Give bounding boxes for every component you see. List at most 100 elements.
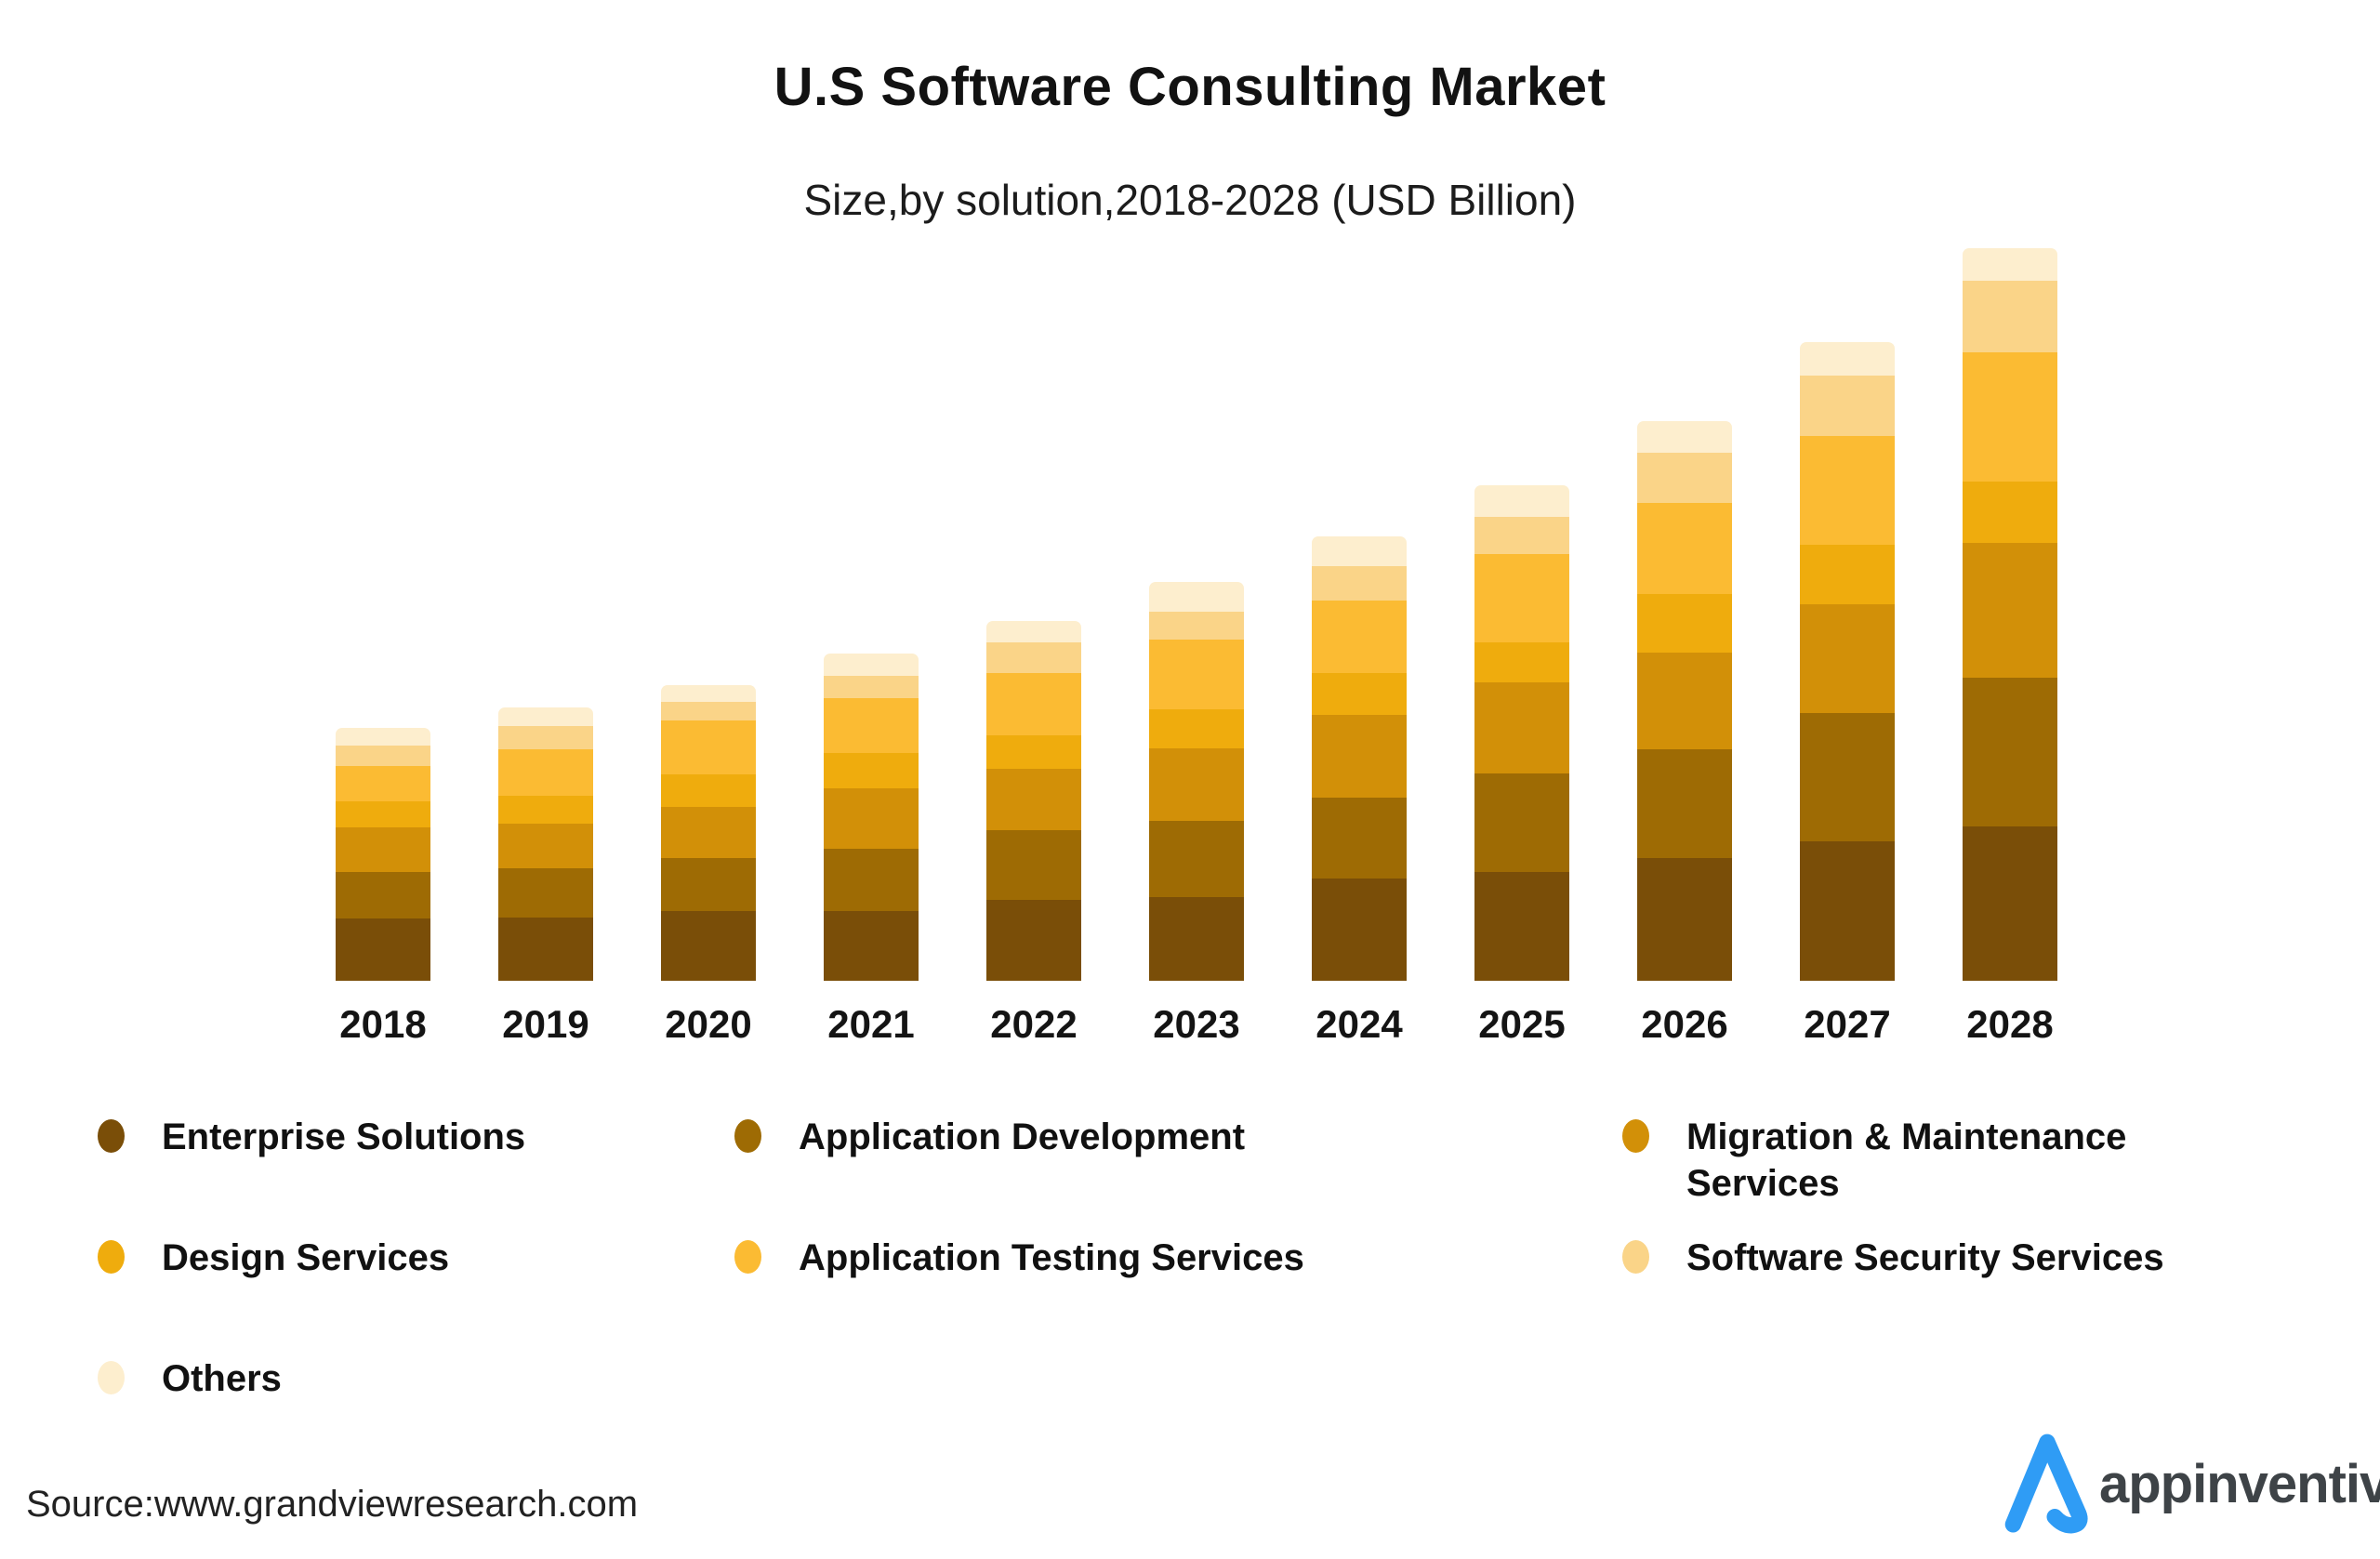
stacked-bar-2028[interactable] [1963, 248, 2057, 981]
stacked-bar-2025[interactable] [1474, 485, 1569, 981]
segment-migration-maintenance-services-2026[interactable] [1637, 653, 1732, 749]
segment-application-testing-services-2027[interactable] [1800, 436, 1895, 545]
segment-migration-maintenance-services-2022[interactable] [986, 769, 1081, 830]
segment-migration-maintenance-services-2025[interactable] [1474, 682, 1569, 773]
segment-migration-maintenance-services-2020[interactable] [661, 807, 756, 858]
segment-enterprise-solutions-2023[interactable] [1149, 897, 1244, 981]
segment-application-testing-services-2023[interactable] [1149, 640, 1244, 709]
segment-application-development-2025[interactable] [1474, 773, 1569, 872]
segment-application-testing-services-2018[interactable] [336, 766, 430, 801]
segment-enterprise-solutions-2026[interactable] [1637, 858, 1732, 981]
segment-migration-maintenance-services-2019[interactable] [498, 824, 593, 868]
segment-enterprise-solutions-2020[interactable] [661, 911, 756, 981]
segment-software-security-services-2027[interactable] [1800, 376, 1895, 436]
segment-others-2019[interactable] [498, 707, 593, 726]
segment-enterprise-solutions-2024[interactable] [1312, 879, 1407, 981]
segment-software-security-services-2018[interactable] [336, 746, 430, 766]
stacked-bar-2021[interactable] [824, 654, 919, 981]
segment-enterprise-solutions-2021[interactable] [824, 911, 919, 981]
segment-design-services-2025[interactable] [1474, 642, 1569, 682]
segment-enterprise-solutions-2027[interactable] [1800, 841, 1895, 981]
segment-others-2028[interactable] [1963, 248, 2057, 281]
segment-application-development-2020[interactable] [661, 858, 756, 911]
segment-application-development-2018[interactable] [336, 872, 430, 918]
stacked-bar-2022[interactable] [986, 621, 1081, 981]
segment-application-testing-services-2026[interactable] [1637, 503, 1732, 594]
segment-design-services-2022[interactable] [986, 735, 1081, 769]
legend-label: Migration & Maintenance Services [1686, 1116, 2127, 1204]
legend-item-enterprise-solutions: Enterprise Solutions [98, 1114, 734, 1235]
segment-application-development-2021[interactable] [824, 849, 919, 911]
stacked-bar-2023[interactable] [1149, 582, 1244, 981]
segment-application-testing-services-2021[interactable] [824, 698, 919, 753]
segment-design-services-2023[interactable] [1149, 709, 1244, 748]
legend-label: Application Development [799, 1116, 1246, 1157]
segment-others-2026[interactable] [1637, 421, 1732, 453]
segment-software-security-services-2026[interactable] [1637, 453, 1732, 503]
segment-application-development-2026[interactable] [1637, 749, 1732, 858]
brand-logo: appinventiv [1999, 1430, 2380, 1539]
segment-application-testing-services-2022[interactable] [986, 673, 1081, 735]
segment-software-security-services-2023[interactable] [1149, 612, 1244, 640]
segment-others-2021[interactable] [824, 654, 919, 676]
segment-application-development-2027[interactable] [1800, 713, 1895, 841]
segment-application-development-2019[interactable] [498, 868, 593, 918]
segment-application-development-2022[interactable] [986, 830, 1081, 900]
chart-subtitle: Size,by solution,2018-2028 (USD Billion) [803, 176, 1577, 224]
segment-design-services-2026[interactable] [1637, 594, 1732, 653]
segment-application-development-2023[interactable] [1149, 821, 1244, 897]
segment-application-testing-services-2020[interactable] [661, 720, 756, 774]
segment-design-services-2020[interactable] [661, 774, 756, 807]
segment-application-testing-services-2028[interactable] [1963, 352, 2057, 482]
segment-design-services-2021[interactable] [824, 753, 919, 788]
segment-others-2025[interactable] [1474, 485, 1569, 517]
legend-item-application-testing-services: Application Testing Services [734, 1235, 1622, 1355]
segment-migration-maintenance-services-2018[interactable] [336, 827, 430, 872]
segment-others-2027[interactable] [1800, 342, 1895, 376]
segment-application-testing-services-2025[interactable] [1474, 554, 1569, 642]
segment-migration-maintenance-services-2021[interactable] [824, 788, 919, 849]
stacked-bar-2024[interactable] [1312, 536, 1407, 981]
segment-software-security-services-2022[interactable] [986, 642, 1081, 673]
segment-enterprise-solutions-2025[interactable] [1474, 872, 1569, 981]
segment-software-security-services-2019[interactable] [498, 726, 593, 749]
stacked-bar-2020[interactable] [661, 685, 756, 981]
x-axis-label-2028: 2028 [1966, 1002, 2054, 1046]
segment-migration-maintenance-services-2024[interactable] [1312, 715, 1407, 798]
segment-application-testing-services-2024[interactable] [1312, 601, 1407, 673]
segment-software-security-services-2024[interactable] [1312, 566, 1407, 601]
segment-design-services-2018[interactable] [336, 801, 430, 827]
legend-item-others: Others [98, 1355, 734, 1402]
segment-others-2020[interactable] [661, 685, 756, 702]
x-axis-label-2027: 2027 [1804, 1002, 1891, 1046]
segment-migration-maintenance-services-2023[interactable] [1149, 748, 1244, 821]
segment-application-testing-services-2019[interactable] [498, 749, 593, 796]
segment-others-2023[interactable] [1149, 582, 1244, 612]
segment-others-2018[interactable] [336, 728, 430, 746]
segment-enterprise-solutions-2018[interactable] [336, 918, 430, 981]
segment-design-services-2024[interactable] [1312, 673, 1407, 715]
segment-others-2022[interactable] [986, 621, 1081, 642]
segment-migration-maintenance-services-2027[interactable] [1800, 604, 1895, 713]
segment-design-services-2028[interactable] [1963, 482, 2057, 543]
segment-software-security-services-2025[interactable] [1474, 517, 1569, 554]
segment-software-security-services-2028[interactable] [1963, 281, 2057, 352]
stacked-bar-2018[interactable] [336, 728, 430, 981]
bars-area [336, 0, 2057, 981]
segment-design-services-2027[interactable] [1800, 545, 1895, 604]
segment-enterprise-solutions-2022[interactable] [986, 900, 1081, 981]
legend-dot-icon [734, 1240, 761, 1274]
segment-software-security-services-2021[interactable] [824, 676, 919, 698]
stacked-bar-2027[interactable] [1800, 342, 1895, 981]
segment-others-2024[interactable] [1312, 536, 1407, 566]
segment-software-security-services-2020[interactable] [661, 702, 756, 720]
stacked-bar-2026[interactable] [1637, 421, 1732, 981]
segment-enterprise-solutions-2028[interactable] [1963, 826, 2057, 981]
x-axis-label-2024: 2024 [1316, 1002, 1403, 1046]
segment-design-services-2019[interactable] [498, 796, 593, 824]
segment-migration-maintenance-services-2028[interactable] [1963, 543, 2057, 678]
segment-application-development-2028[interactable] [1963, 678, 2057, 826]
segment-enterprise-solutions-2019[interactable] [498, 918, 593, 981]
segment-application-development-2024[interactable] [1312, 798, 1407, 879]
stacked-bar-2019[interactable] [498, 707, 593, 981]
